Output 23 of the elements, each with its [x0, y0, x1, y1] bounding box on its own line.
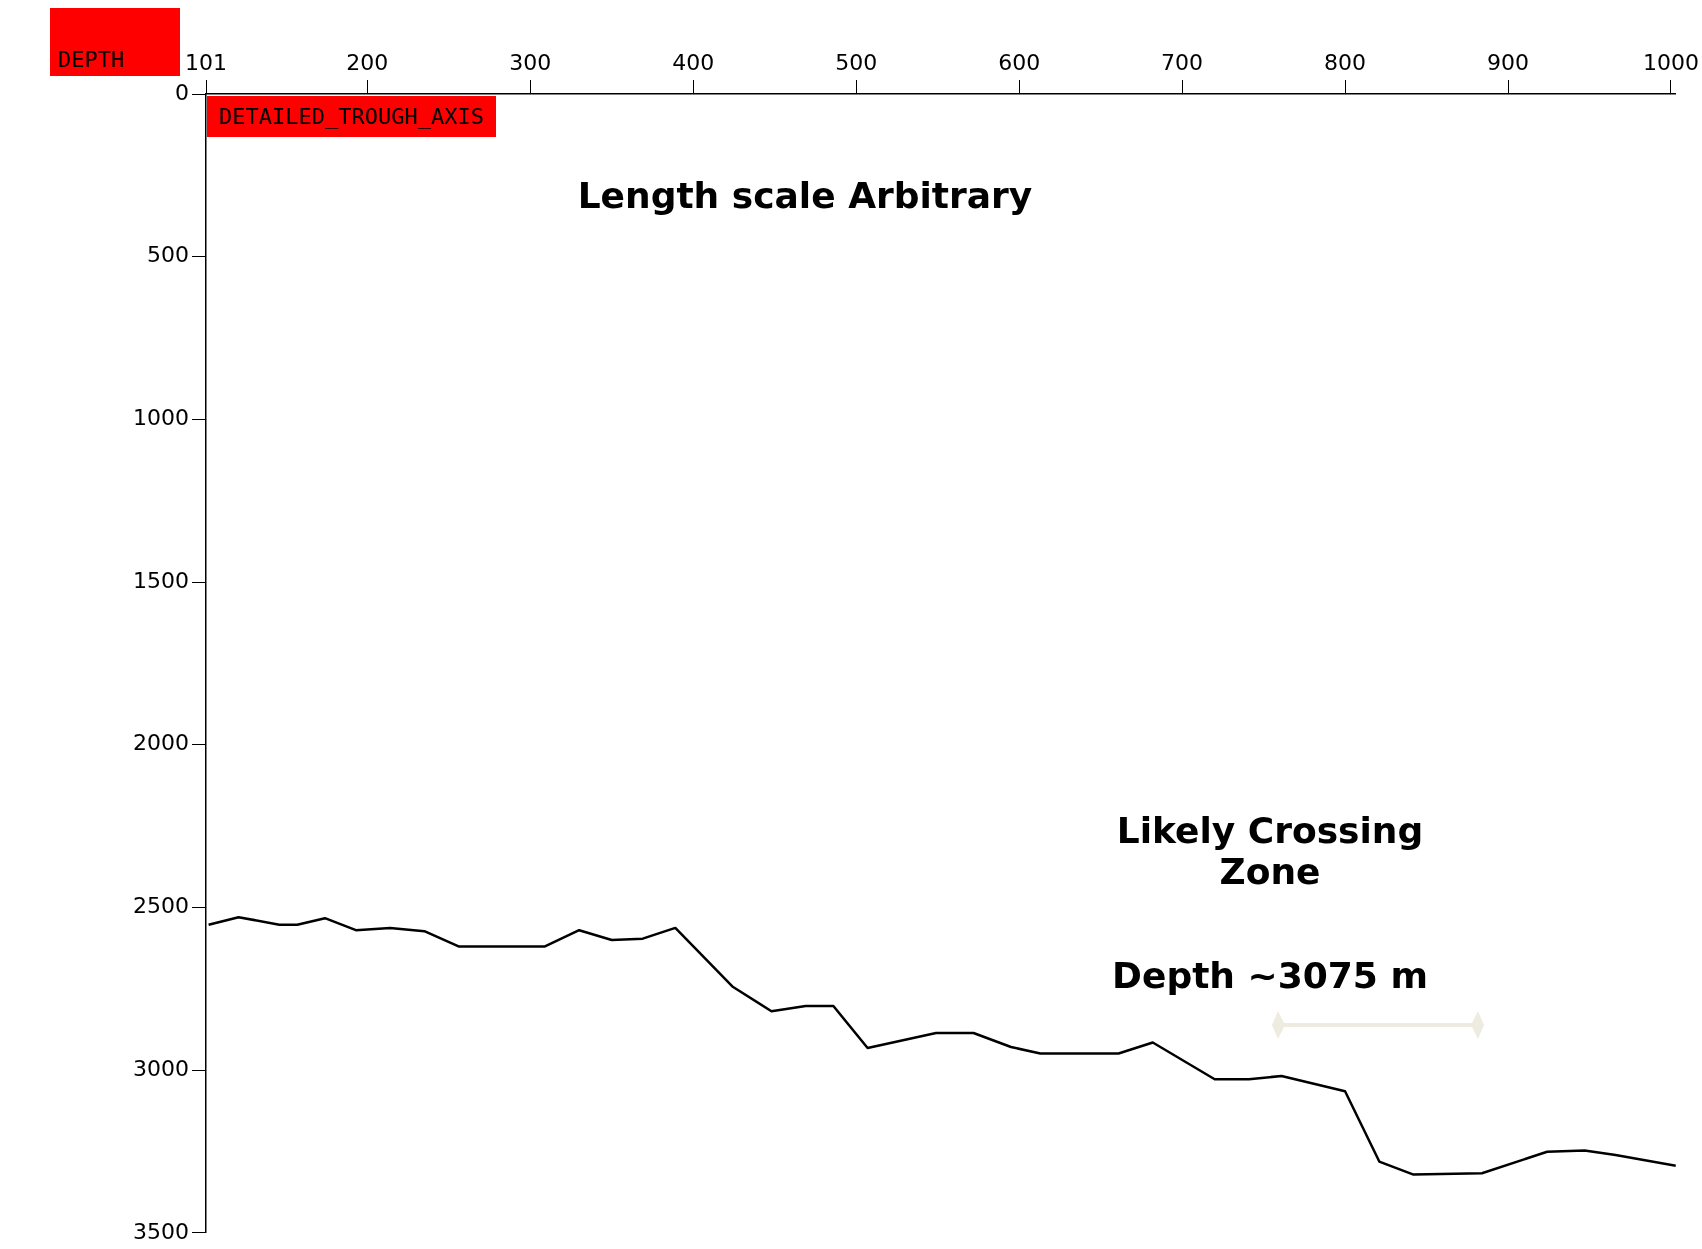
y-tick-label: 3500 — [133, 1218, 189, 1244]
x-tick-label: 101 — [185, 49, 227, 75]
x-tick-label: 800 — [1324, 49, 1367, 75]
y-tick-label: 1500 — [133, 567, 189, 593]
y-tick-label: 500 — [147, 242, 189, 268]
x-tick-label: 200 — [346, 49, 389, 75]
x-tick-label: 400 — [672, 49, 715, 75]
y-axis-title: DEPTH — [50, 8, 180, 76]
x-tick-label: 1000 — [1642, 49, 1699, 75]
y-tick-label: 3000 — [133, 1055, 189, 1081]
x-tick-label: 300 — [509, 49, 552, 75]
x-tick-label: 500 — [835, 49, 878, 75]
annotation: Length scale Arbitrary — [576, 175, 1034, 216]
x-tick-label: 700 — [1161, 49, 1204, 75]
annotation: DETAILED_TROUGH_AXIS — [207, 96, 496, 137]
y-tick-label: 2000 — [133, 730, 189, 756]
y-tick-label: 0 — [175, 79, 189, 105]
y-tick-label: 1000 — [133, 405, 189, 431]
annotation: Likely Crossing Zone — [1115, 810, 1425, 892]
y-tick-label: 2500 — [133, 893, 189, 919]
annotation: Depth ~3075 m — [1111, 955, 1429, 996]
x-tick-label: 900 — [1487, 49, 1530, 75]
x-tick-label: 600 — [998, 49, 1041, 75]
